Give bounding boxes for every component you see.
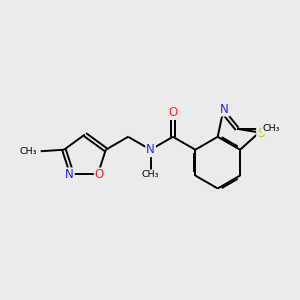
Text: O: O [168, 106, 178, 119]
Text: CH₃: CH₃ [142, 170, 159, 179]
Text: CH₃: CH₃ [262, 124, 280, 134]
Text: CH₃: CH₃ [20, 147, 37, 156]
Text: O: O [95, 168, 104, 182]
Text: N: N [220, 103, 229, 116]
Text: N: N [146, 143, 155, 156]
Text: N: N [65, 168, 74, 182]
Text: S: S [257, 128, 265, 140]
